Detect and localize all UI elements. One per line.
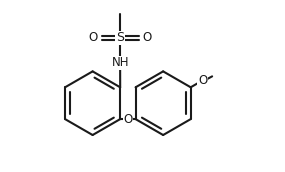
Text: O: O xyxy=(142,31,151,44)
Text: S: S xyxy=(116,31,124,44)
Text: NH: NH xyxy=(112,56,130,69)
Text: O: O xyxy=(198,74,207,87)
Text: O: O xyxy=(123,113,133,126)
Text: O: O xyxy=(89,31,98,44)
